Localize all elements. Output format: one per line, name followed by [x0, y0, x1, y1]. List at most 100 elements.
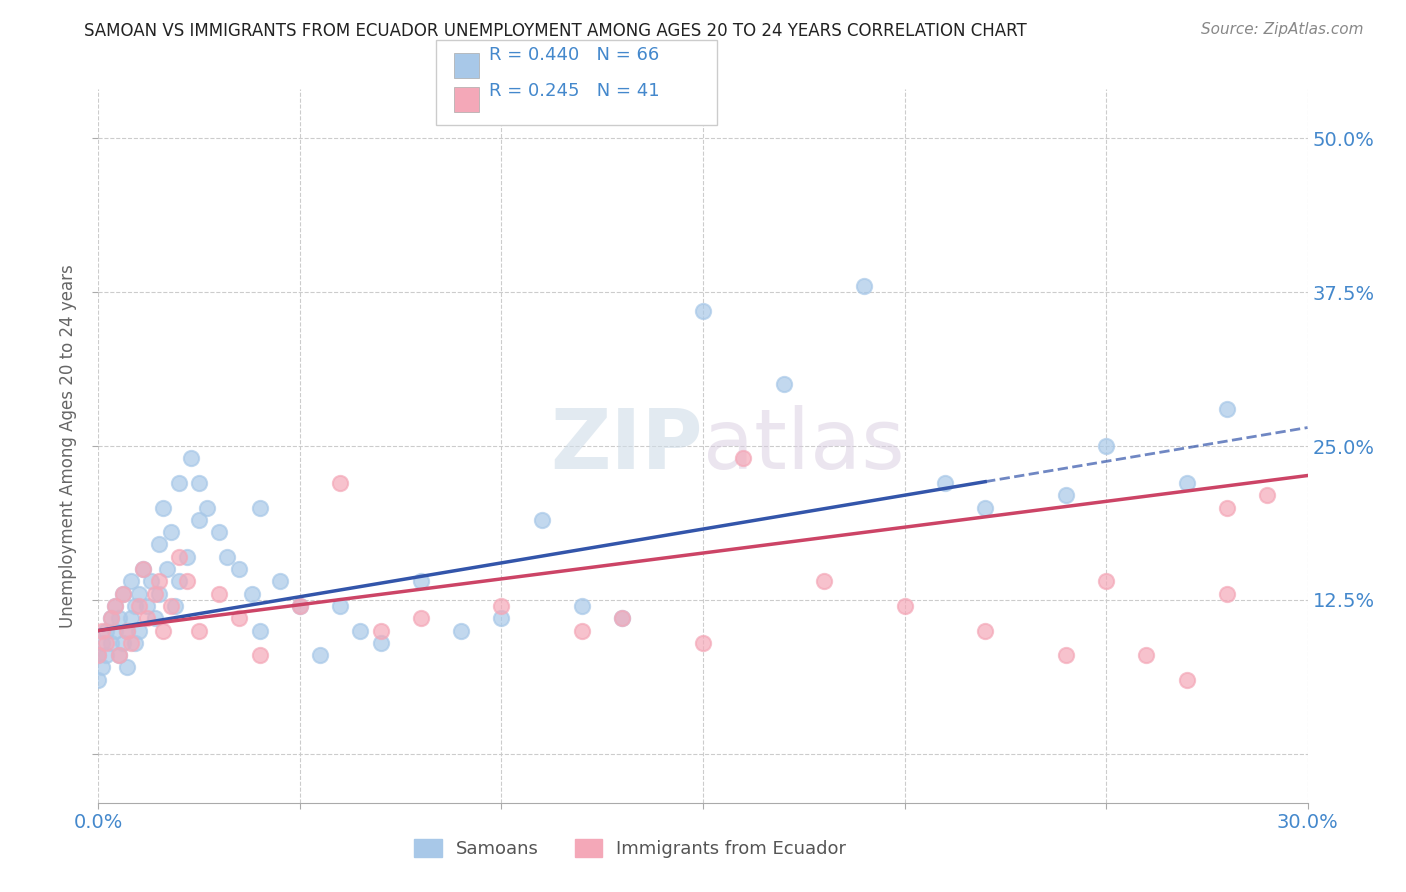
Point — [91, 624, 114, 638]
Point — [120, 611, 142, 625]
Point — [132, 562, 155, 576]
Point — [195, 500, 218, 515]
Point — [96, 636, 118, 650]
Point — [249, 648, 271, 662]
Point — [188, 513, 211, 527]
Point — [612, 611, 634, 625]
Point — [180, 451, 202, 466]
Point — [91, 660, 114, 674]
Point — [733, 451, 755, 466]
Point — [692, 636, 714, 650]
Point — [329, 599, 352, 613]
Point — [111, 587, 134, 601]
Point — [612, 611, 634, 625]
Point — [87, 673, 110, 687]
Text: SAMOAN VS IMMIGRANTS FROM ECUADOR UNEMPLOYMENT AMONG AGES 20 TO 24 YEARS CORRELA: SAMOAN VS IMMIGRANTS FROM ECUADOR UNEMPL… — [84, 22, 1028, 40]
Point — [370, 636, 392, 650]
Point — [115, 624, 138, 638]
Point — [208, 525, 231, 540]
Point — [148, 587, 170, 601]
Point — [530, 513, 553, 527]
Point — [167, 475, 190, 490]
Point — [103, 599, 125, 613]
Point — [124, 636, 146, 650]
Point — [370, 624, 392, 638]
Point — [1054, 648, 1077, 662]
Point — [156, 562, 179, 576]
Point — [148, 537, 170, 551]
Y-axis label: Unemployment Among Ages 20 to 24 years: Unemployment Among Ages 20 to 24 years — [59, 264, 77, 628]
Text: R = 0.440   N = 66: R = 0.440 N = 66 — [489, 46, 659, 64]
Point — [176, 549, 198, 564]
Point — [176, 574, 198, 589]
Point — [217, 549, 239, 564]
Point — [167, 549, 190, 564]
Point — [96, 624, 118, 638]
Point — [103, 599, 125, 613]
Point — [1216, 587, 1239, 601]
Point — [103, 624, 125, 638]
Point — [107, 648, 129, 662]
Point — [1175, 673, 1198, 687]
Text: Source: ZipAtlas.com: Source: ZipAtlas.com — [1201, 22, 1364, 37]
Point — [188, 624, 211, 638]
Point — [934, 475, 956, 490]
Point — [772, 377, 794, 392]
Point — [124, 599, 146, 613]
Text: R = 0.245   N = 41: R = 0.245 N = 41 — [489, 82, 659, 100]
Point — [269, 574, 291, 589]
Point — [91, 636, 114, 650]
Text: ZIP: ZIP — [551, 406, 703, 486]
Point — [143, 611, 166, 625]
Point — [152, 500, 174, 515]
Point — [309, 648, 332, 662]
Point — [329, 475, 352, 490]
Point — [1216, 500, 1239, 515]
Point — [1135, 648, 1157, 662]
Point — [228, 562, 250, 576]
Point — [167, 574, 190, 589]
Point — [160, 525, 183, 540]
Point — [1054, 488, 1077, 502]
Point — [1095, 574, 1118, 589]
Point — [349, 624, 371, 638]
Point — [87, 648, 110, 662]
Point — [893, 599, 915, 613]
Point — [491, 599, 513, 613]
Point — [115, 660, 138, 674]
Point — [1216, 402, 1239, 417]
Point — [160, 599, 183, 613]
Point — [1095, 439, 1118, 453]
Point — [135, 611, 157, 625]
Point — [974, 624, 997, 638]
Point — [120, 574, 142, 589]
Point — [813, 574, 835, 589]
Point — [115, 624, 138, 638]
Point — [111, 636, 134, 650]
Point — [692, 303, 714, 318]
Point — [571, 599, 593, 613]
Point — [163, 599, 186, 613]
Point — [128, 587, 150, 601]
Point — [128, 599, 150, 613]
Point — [107, 648, 129, 662]
Point — [132, 562, 155, 576]
Point — [571, 624, 593, 638]
Point — [143, 587, 166, 601]
Point — [450, 624, 472, 638]
Point — [100, 636, 122, 650]
Point — [288, 599, 311, 613]
Point — [100, 611, 122, 625]
Point — [208, 587, 231, 601]
Point — [120, 636, 142, 650]
Point — [249, 624, 271, 638]
Point — [853, 279, 876, 293]
Point — [139, 574, 162, 589]
Legend: Samoans, Immigrants from Ecuador: Samoans, Immigrants from Ecuador — [408, 831, 853, 865]
Point — [188, 475, 211, 490]
Point — [135, 599, 157, 613]
Point — [409, 611, 432, 625]
Point — [1175, 475, 1198, 490]
Point — [240, 587, 263, 601]
Point — [100, 611, 122, 625]
